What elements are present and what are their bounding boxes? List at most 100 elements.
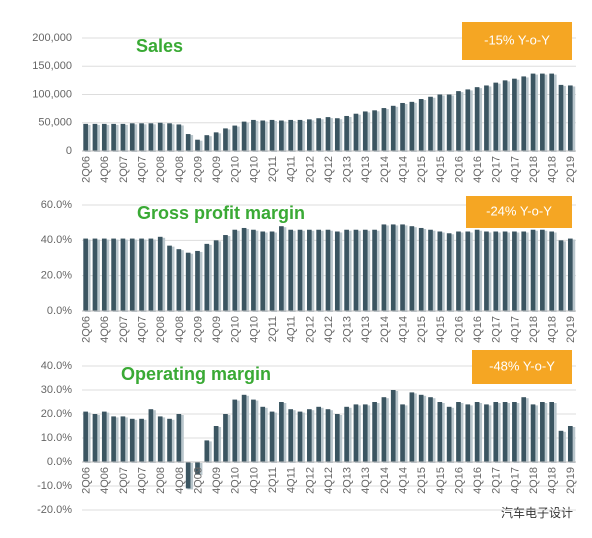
bar <box>92 414 98 462</box>
x-tick-label: 2Q10 <box>230 467 242 494</box>
x-tick-label: 2Q19 <box>565 316 577 343</box>
bar <box>381 224 387 311</box>
x-tick-label: 2Q13 <box>342 316 354 343</box>
x-tick-label: 2Q14 <box>379 156 391 183</box>
x-tick-label: 2Q19 <box>565 467 577 494</box>
x-tick-label: 4Q07 <box>136 156 148 183</box>
bar <box>567 85 573 151</box>
annotation: -15% Y-o-Y <box>484 32 550 47</box>
annotation: -24% Y-o-Y <box>486 203 552 218</box>
bar <box>418 227 424 311</box>
annotation-box <box>462 22 572 60</box>
bar <box>129 418 135 462</box>
bar <box>493 231 499 311</box>
x-tick-label: 4Q11 <box>286 316 298 342</box>
x-tick-label: 2Q16 <box>453 316 465 343</box>
bar <box>232 125 238 151</box>
watermark: 汽车电子设计 <box>501 505 573 520</box>
x-tick-label: 2Q13 <box>342 156 354 183</box>
bar <box>260 231 266 311</box>
x-tick-label: 2Q18 <box>528 467 540 494</box>
bar <box>474 402 480 462</box>
x-tick-label: 4Q09 <box>211 156 223 183</box>
bar <box>362 229 368 311</box>
bar <box>111 238 116 311</box>
bar <box>353 113 359 151</box>
bar <box>474 229 480 311</box>
bar <box>334 231 340 311</box>
bar <box>223 235 228 311</box>
x-tick-label: 4Q09 <box>211 467 223 494</box>
y-tick-label: 20.0% <box>41 408 72 420</box>
bar <box>567 426 573 462</box>
bar <box>437 402 443 462</box>
bar <box>400 404 405 462</box>
x-tick-label: 2Q08 <box>155 156 167 183</box>
bar <box>185 134 191 151</box>
bar <box>213 132 219 151</box>
bar <box>484 231 489 311</box>
bar <box>251 399 256 462</box>
x-tick-label: 2Q12 <box>304 156 316 183</box>
bar <box>139 418 144 462</box>
bar <box>185 462 191 489</box>
bar <box>148 409 154 462</box>
x-tick-label: 2Q11 <box>267 316 279 342</box>
bar <box>204 135 210 151</box>
bar <box>269 411 275 462</box>
bar <box>83 123 88 151</box>
y-tick-label: 150,000 <box>32 60 72 72</box>
bar <box>83 238 88 311</box>
bar <box>558 240 564 311</box>
bar <box>549 231 555 311</box>
bar <box>251 229 256 311</box>
bar <box>288 229 294 311</box>
x-tick-label: 2Q15 <box>416 316 428 343</box>
bar <box>344 229 349 311</box>
x-tick-label: 4Q12 <box>323 316 335 343</box>
bar <box>251 119 256 151</box>
bar <box>456 402 461 462</box>
panel-title: Operating margin <box>121 364 271 384</box>
bar <box>437 94 443 151</box>
bar <box>390 105 396 151</box>
x-tick-label: 2Q06 <box>81 316 93 343</box>
bar <box>502 80 508 151</box>
bar <box>484 404 489 462</box>
bar <box>157 416 163 462</box>
x-tick-label: 2Q15 <box>416 156 428 183</box>
bar <box>129 123 135 151</box>
bar <box>372 402 377 462</box>
x-tick-label: 4Q13 <box>360 156 372 183</box>
bar <box>288 409 294 462</box>
bar <box>279 402 284 462</box>
bar <box>325 229 331 311</box>
bar <box>129 238 135 311</box>
bar <box>307 229 312 311</box>
bar <box>176 124 182 151</box>
x-tick-label: 2Q09 <box>192 316 204 343</box>
x-tick-label: 2Q09 <box>192 467 204 494</box>
bar <box>241 227 247 311</box>
x-tick-label: 4Q13 <box>360 467 372 494</box>
x-tick-label: 4Q10 <box>248 316 260 343</box>
bar <box>381 397 387 462</box>
x-tick-label: 2Q17 <box>491 316 503 343</box>
x-tick-label: 2Q17 <box>491 467 503 494</box>
bar <box>120 238 126 311</box>
x-tick-label: 4Q06 <box>99 467 111 494</box>
bar <box>493 402 499 462</box>
bar <box>157 122 163 151</box>
y-tick-label: -10.0% <box>37 480 72 492</box>
y-tick-label: 50,000 <box>38 117 72 129</box>
x-tick-label: 4Q12 <box>323 156 335 183</box>
bar <box>195 462 200 474</box>
bar <box>530 73 536 151</box>
x-tick-label: 2Q07 <box>118 467 130 494</box>
bar <box>223 128 228 151</box>
bar <box>362 111 368 151</box>
x-tick-label: 4Q08 <box>174 316 186 343</box>
x-tick-label: 4Q15 <box>435 316 447 343</box>
x-tick-label: 2Q18 <box>528 316 540 343</box>
